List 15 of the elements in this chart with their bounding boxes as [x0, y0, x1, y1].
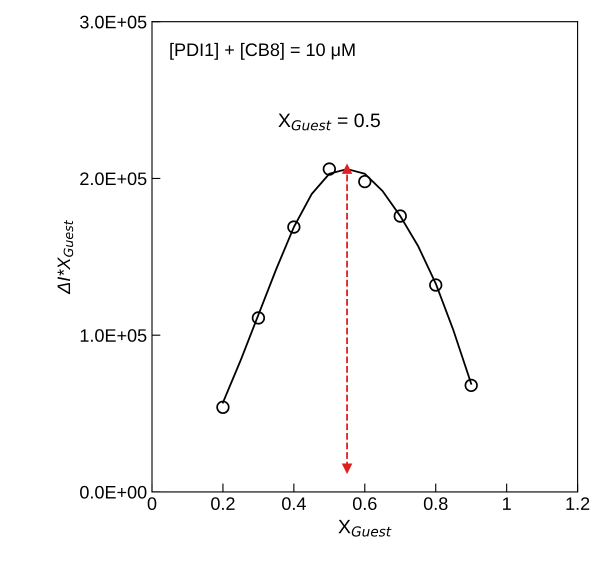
y-tick-label: 3.0E+05: [80, 16, 146, 28]
y-tick-label: 2.0E+05: [80, 172, 146, 186]
y-tick-label: 1.0E+05: [80, 329, 146, 342]
annotation: [PDI1] + [CB8] = 10 μM: [170, 42, 355, 60]
x-tick-label: 0.4: [282, 497, 306, 510]
y-tick-label: 0.0E+00: [80, 486, 146, 499]
x-tick-label: 1.2: [566, 497, 590, 510]
x-tick-label: 0.8: [424, 497, 448, 510]
x-tick-label: 0.2: [211, 497, 235, 510]
annotation: X$_{Guest}$ = 0.5: [278, 113, 380, 130]
x-tick-label: 0.6: [352, 497, 377, 510]
x-axis-title: X$_{Guest}$: [338, 520, 392, 537]
y-axis-title: ΔI*X$_{Guest}$: [58, 220, 74, 294]
x-tick-label: 0: [148, 497, 156, 510]
x-tick-label: 1: [503, 497, 511, 510]
